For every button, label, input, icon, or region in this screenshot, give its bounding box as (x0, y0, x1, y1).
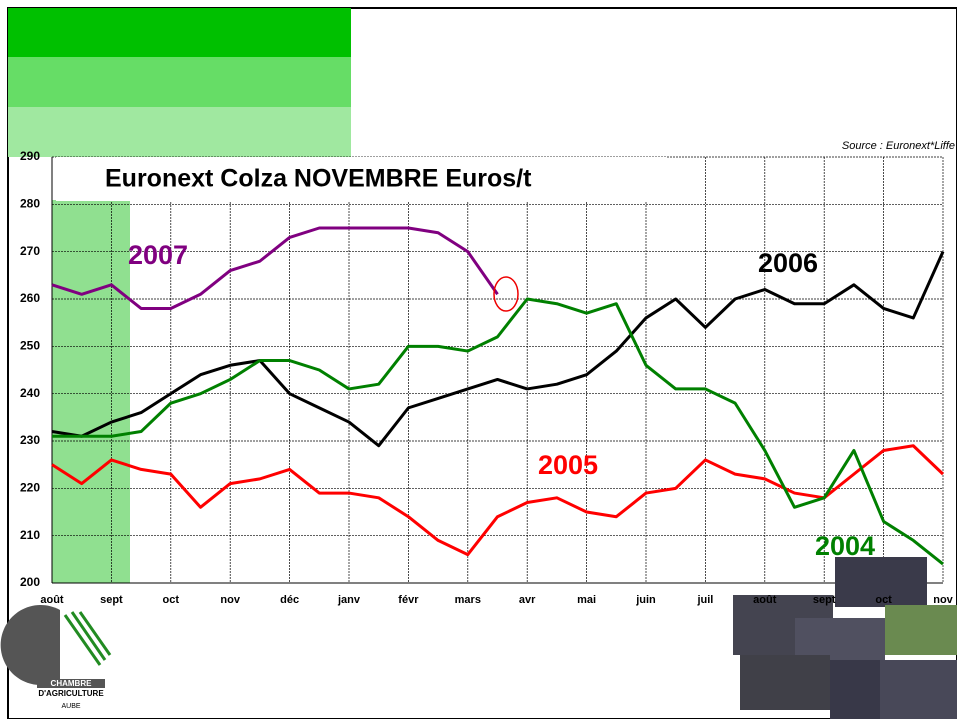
x-tick-label: avr (519, 594, 536, 606)
highlight-circle (493, 276, 519, 312)
series-label: 2005 (538, 450, 598, 480)
y-tick-label: 280 (20, 197, 40, 211)
y-tick-label: 230 (20, 433, 40, 447)
x-tick-label: janv (337, 594, 361, 606)
series-label: 2004 (815, 531, 875, 561)
x-tick-label: sept (813, 594, 836, 606)
x-tick-label: août (753, 594, 777, 606)
banner (8, 8, 351, 57)
series-line (51, 251, 945, 448)
y-tick-label: 290 (20, 149, 40, 163)
x-tick-label: mai (577, 594, 596, 606)
series-line (51, 444, 945, 557)
x-tick-label: août (40, 594, 64, 606)
banner (8, 107, 351, 157)
y-tick-label: 220 (20, 481, 40, 495)
x-tick-label: juil (696, 594, 713, 606)
logo-shape (63, 611, 112, 666)
frame (7, 7, 957, 719)
y-tick-label: 250 (20, 339, 40, 353)
x-tick-label: déc (280, 594, 299, 606)
y-tick-label: 210 (20, 528, 40, 542)
x-tick-label: sept (100, 594, 123, 606)
y-tick-label: 270 (20, 244, 40, 258)
series-label: 2006 (758, 248, 818, 278)
title-box (56, 157, 666, 201)
photos (733, 557, 957, 719)
y-tick-label: 260 (20, 291, 40, 305)
series-line (51, 226, 499, 310)
x-tick-label: oct (163, 594, 180, 606)
x-tick-label: nov (220, 594, 240, 606)
x-tick-label: mars (455, 594, 481, 606)
photo (835, 557, 927, 607)
photo (880, 660, 957, 719)
highlight-band (52, 200, 130, 583)
logo-text: CHAMBRE (51, 679, 93, 688)
series-label: 2007 (128, 240, 188, 270)
photo (740, 655, 830, 710)
chart-title: Euronext Colza NOVEMBRE Euros/t (105, 165, 532, 193)
series-line (52, 297, 944, 566)
banner (8, 57, 351, 107)
lines (51, 226, 945, 566)
logo-shape (0, 605, 61, 686)
x-tick-label: févr (398, 594, 419, 606)
y-tick-label: 240 (20, 386, 40, 400)
y-tick-label: 200 (20, 575, 40, 589)
logo-text: D'AGRICULTURE (38, 689, 104, 698)
logo-bar (37, 679, 105, 688)
source: Source : Euronext*Liffe (842, 140, 955, 152)
x-tick-label: juin (635, 594, 656, 606)
x-tick-label: nov (933, 594, 953, 606)
photo (885, 605, 957, 655)
logo-text: AUBE (61, 703, 80, 710)
x-tick-label: oct (875, 594, 892, 606)
logo: CHAMBRE D'AGRICULTURE AUBE (0, 605, 112, 710)
